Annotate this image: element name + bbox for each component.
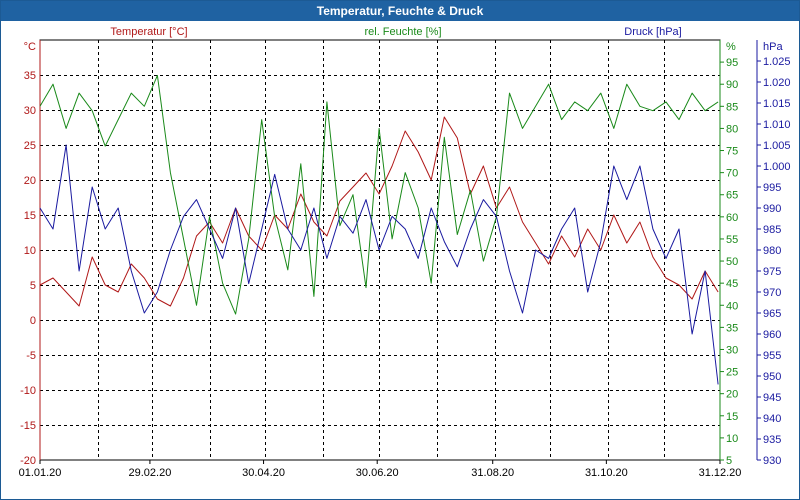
x-tick-label: 31.08.20 [471, 467, 514, 479]
pressure-tick-label: 965 [763, 308, 781, 320]
temperature-tick-label: 0 [30, 315, 36, 327]
humidity-series-line [39, 74, 719, 315]
humidity-unit: % [726, 41, 736, 53]
x-tick-label: 29.02.20 [129, 467, 172, 479]
x-tick-label: 31.12.20 [699, 467, 742, 479]
humidity-tick-label: 10 [726, 433, 738, 445]
humidity-tick-label: 15 [726, 411, 738, 423]
x-tick-label: 01.01.20 [19, 467, 62, 479]
temperature-tick-label: 10 [24, 245, 36, 257]
pressure-label: Druck [hPa] [624, 26, 681, 38]
pressure-tick-label: 1.005 [763, 140, 791, 152]
x-tick-label: 31.10.20 [585, 467, 628, 479]
x-tick-label: 30.06.20 [356, 467, 399, 479]
x-tick-label: 30.04.20 [242, 467, 285, 479]
humidity-tick-label: 85 [726, 101, 738, 113]
pressure-tick-label: 1.025 [763, 56, 791, 68]
chart-title: Temperatur, Feuchte & Druck [1, 1, 799, 21]
pressure-tick-label: 935 [763, 434, 781, 446]
humidity-tick-label: 95 [726, 57, 738, 69]
humidity-tick-label: 50 [726, 256, 738, 268]
pressure-tick-label: 960 [763, 329, 781, 341]
pressure-unit: hPa [763, 41, 783, 53]
pressure-series-line [39, 144, 719, 385]
humidity-tick-label: 35 [726, 322, 738, 334]
temperature-label: Temperatur [°C] [110, 26, 187, 38]
humidity-tick-label: 30 [726, 344, 738, 356]
temperature-tick-label: 20 [24, 175, 36, 187]
humidity-tick-label: 75 [726, 146, 738, 158]
humidity-tick-label: 20 [726, 389, 738, 401]
pressure-tick-label: 970 [763, 287, 781, 299]
humidity-tick-label: 25 [726, 367, 738, 379]
temperature-tick-label: -10 [20, 385, 36, 397]
pressure-tick-label: 1.015 [763, 98, 791, 110]
humidity-tick-label: 65 [726, 190, 738, 202]
temperature-series-line [39, 116, 719, 307]
pressure-tick-label: 930 [763, 455, 781, 467]
humidity-tick-label: 55 [726, 234, 738, 246]
temperature-tick-label: -20 [20, 455, 36, 467]
humidity-tick-label: 40 [726, 300, 738, 312]
temperature-tick-label: 35 [24, 70, 36, 82]
pressure-tick-label: 1.000 [763, 161, 791, 173]
pressure-tick-label: 995 [763, 182, 781, 194]
pressure-tick-label: 1.010 [763, 119, 791, 131]
pressure-tick-label: 985 [763, 224, 781, 236]
temperature-tick-label: 15 [24, 210, 36, 222]
temperature-tick-label: -5 [26, 350, 36, 362]
humidity-label: rel. Feuchte [%] [364, 26, 441, 38]
pressure-tick-label: 990 [763, 203, 781, 215]
pressure-tick-label: 950 [763, 371, 781, 383]
pressure-tick-label: 980 [763, 245, 781, 257]
temperature-tick-label: 30 [24, 105, 36, 117]
temperature-unit: °C [24, 41, 36, 53]
pressure-tick-label: 945 [763, 392, 781, 404]
humidity-tick-label: 80 [726, 123, 738, 135]
pressure-tick-label: 955 [763, 350, 781, 362]
pressure-tick-label: 1.020 [763, 77, 791, 89]
humidity-tick-label: 5 [726, 455, 732, 467]
pressure-tick-label: 940 [763, 413, 781, 425]
temperature-tick-label: 5 [30, 280, 36, 292]
temperature-tick-label: 25 [24, 140, 36, 152]
temperature-tick-label: -15 [20, 420, 36, 432]
pressure-tick-label: 975 [763, 266, 781, 278]
humidity-tick-label: 90 [726, 79, 738, 91]
humidity-tick-label: 60 [726, 212, 738, 224]
humidity-tick-label: 70 [726, 168, 738, 180]
humidity-tick-label: 45 [726, 278, 738, 290]
